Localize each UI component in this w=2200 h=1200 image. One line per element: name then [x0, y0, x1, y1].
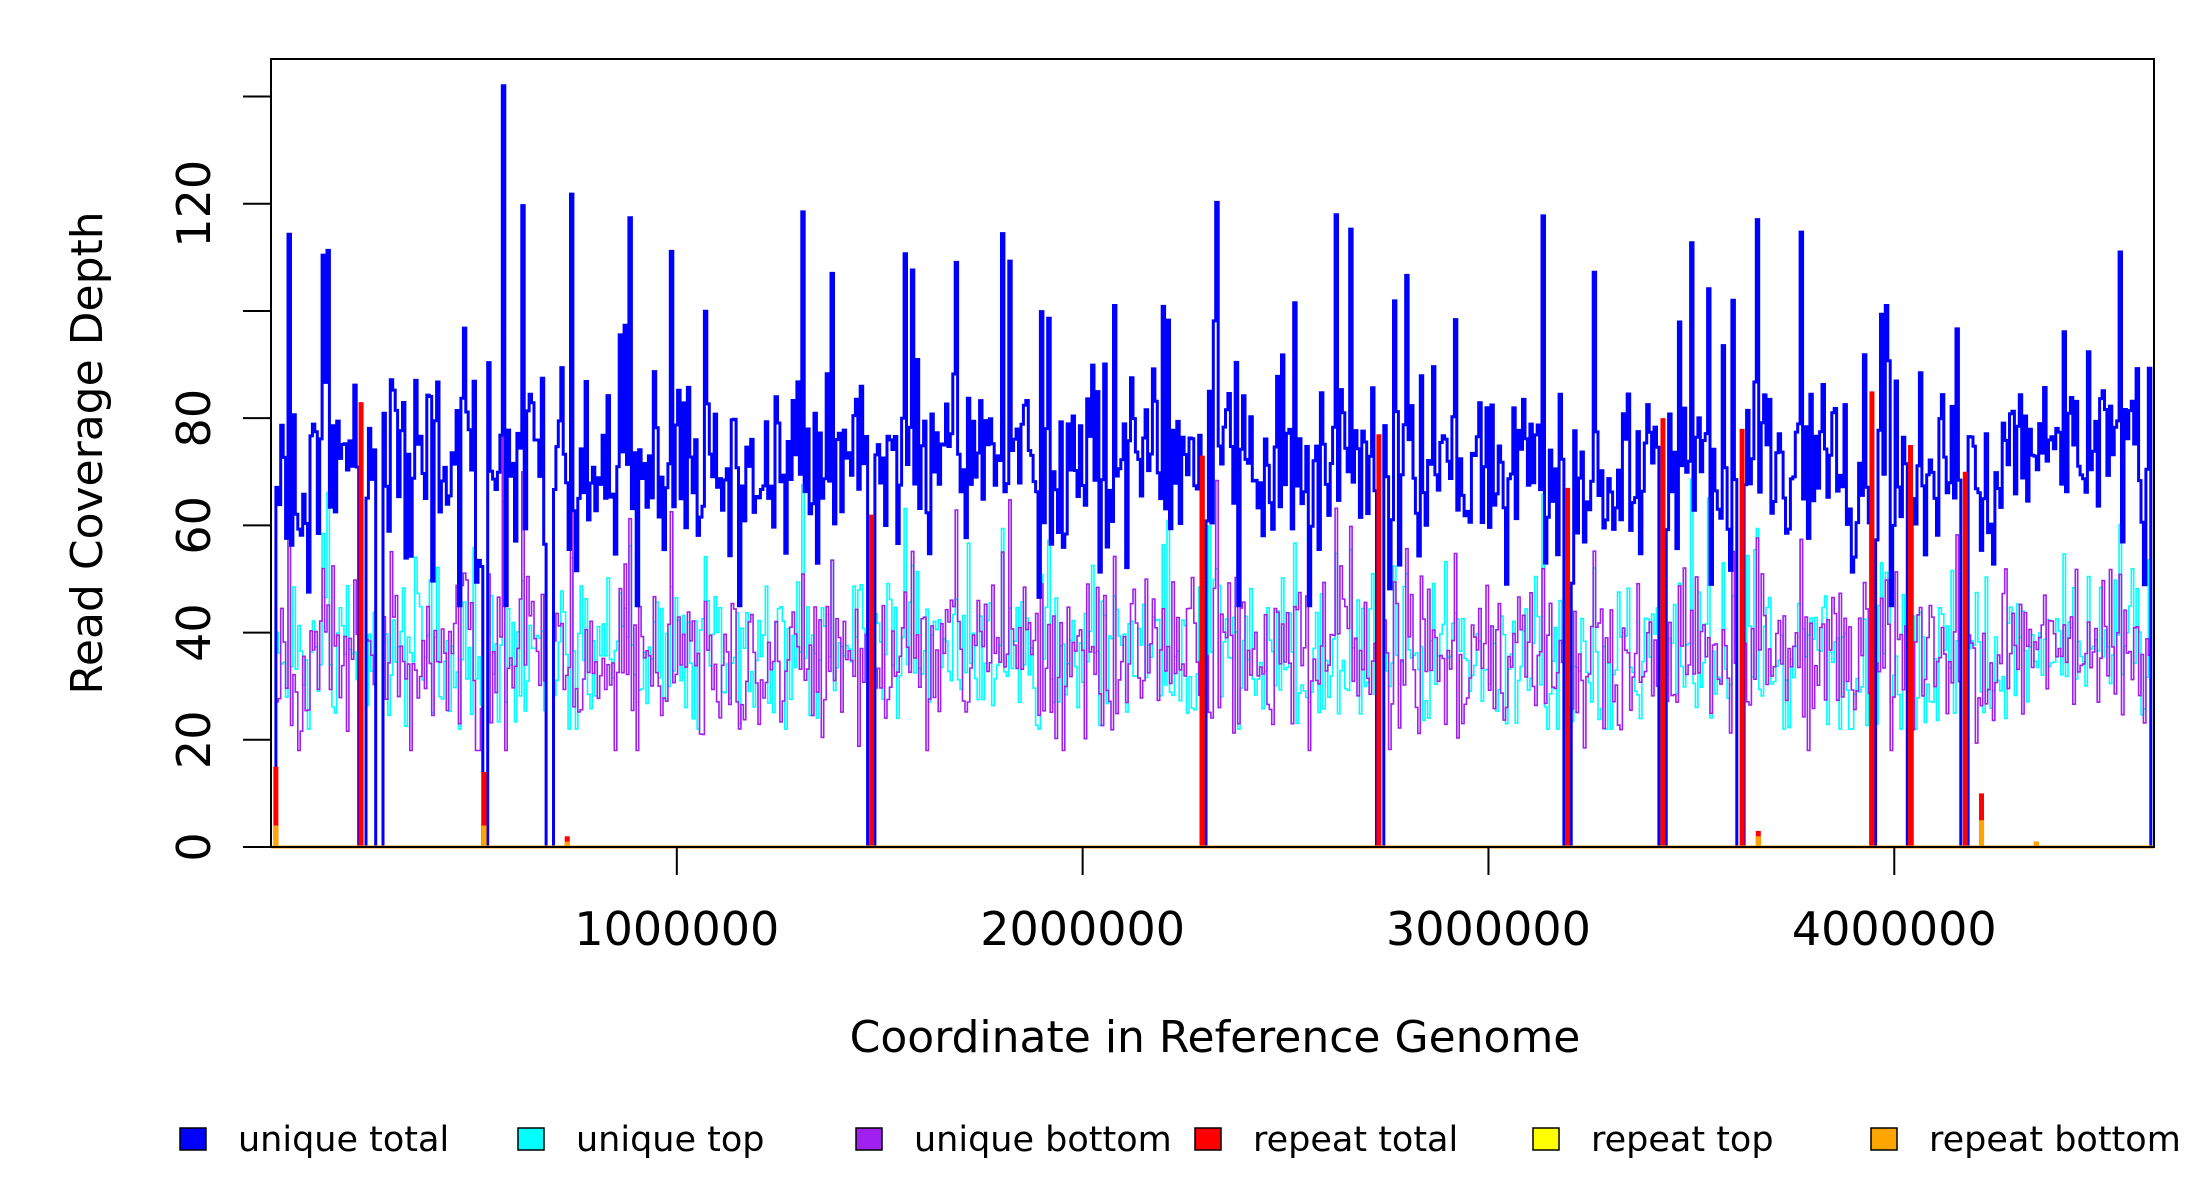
legend-swatch: [1870, 1127, 1898, 1151]
y-tick-label: 20: [167, 711, 221, 770]
legend: unique total unique top unique bottom repea…: [179, 1120, 2181, 1160]
unique-total-series-group: [271, 84, 2154, 849]
legend-item: repeat total: [1194, 1120, 1458, 1160]
x-tick-label: 3000000: [1386, 902, 1591, 956]
y-tick-label: 40: [167, 603, 221, 662]
legend-swatch: [1194, 1127, 1222, 1151]
legend-label: repeat total: [1253, 1120, 1458, 1160]
y-tick-label: 80: [167, 389, 221, 448]
legend-swatch: [179, 1127, 207, 1151]
legend-label: unique bottom: [914, 1120, 1172, 1160]
y-tick-label: 120: [167, 160, 221, 248]
plot-area: [271, 84, 2154, 849]
unique-total-line: [271, 84, 2154, 849]
repeat-series-group: [273, 391, 2039, 847]
x-tick-label: 1000000: [574, 902, 779, 956]
legend-swatch: [855, 1127, 883, 1151]
unique-top-series-group: [271, 478, 2154, 848]
legend-item: unique top: [517, 1120, 765, 1160]
legend-item: repeat bottom: [1870, 1120, 2181, 1160]
legend-item: unique total: [179, 1120, 449, 1160]
unique-bottom-line: [271, 430, 2154, 848]
y-tick-label: 0: [167, 832, 221, 861]
unique-top-line: [271, 478, 2154, 848]
y-axis: 0 20 40 60 80 120: [167, 95, 271, 862]
x-axis: 1000000 2000000 3000000 4000000: [574, 847, 1997, 956]
legend-label: repeat top: [1591, 1120, 1774, 1160]
y-tick-label: 60: [167, 496, 221, 555]
unique-bottom-series-group: [271, 430, 2154, 848]
legend-label: repeat bottom: [1929, 1120, 2181, 1160]
legend-item: unique bottom: [855, 1120, 1172, 1160]
legend-label: unique top: [576, 1120, 765, 1160]
legend-item: repeat top: [1532, 1120, 1774, 1160]
x-tick-label: 4000000: [1792, 902, 1997, 956]
x-tick-label: 2000000: [980, 902, 1185, 956]
legend-swatch: [517, 1127, 545, 1151]
y-axis-title: Read Coverage Depth: [62, 211, 113, 694]
x-axis-title: Coordinate in Reference Genome: [850, 1012, 1581, 1063]
plot-frame: [270, 58, 2155, 848]
legend-swatch: [1532, 1127, 1560, 1151]
legend-label: unique total: [238, 1120, 449, 1160]
